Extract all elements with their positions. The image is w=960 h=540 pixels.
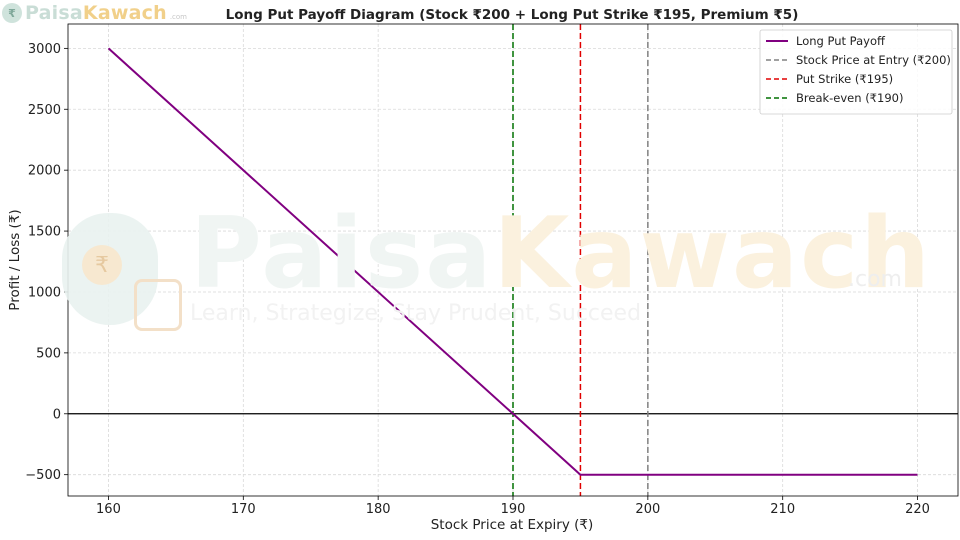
legend-label: Break-even (₹190)	[796, 91, 903, 105]
y-tick-label: −500	[25, 468, 61, 483]
legend-label: Long Put Payoff	[796, 34, 886, 48]
y-tick-label: 500	[36, 346, 61, 361]
logo-domain: .com	[169, 13, 187, 21]
y-tick-label: 2500	[28, 103, 61, 118]
y-tick-label: 2000	[28, 164, 61, 179]
y-tick-label: 3000	[28, 42, 61, 57]
legend-label: Put Strike (₹195)	[796, 72, 893, 86]
y-tick-label: 1500	[28, 225, 61, 240]
logo-wordmark: PaisaKawach	[25, 2, 167, 24]
x-axis-label: Stock Price at Expiry (₹)	[431, 517, 594, 533]
shield-icon: ₹	[2, 3, 22, 23]
y-tick-label: 1000	[28, 285, 61, 300]
x-tick-label: 190	[501, 502, 526, 517]
x-tick-label: 160	[96, 502, 121, 517]
chart-title: Long Put Payoff Diagram (Stock ₹200 + Lo…	[226, 7, 799, 23]
x-tick-label: 170	[231, 502, 256, 517]
y-axis-label: Profit / Loss (₹)	[7, 209, 23, 310]
x-tick-label: 200	[635, 502, 660, 517]
x-tick-label: 210	[770, 502, 795, 517]
x-tick-label: 180	[366, 502, 391, 517]
legend-label: Stock Price at Entry (₹200)	[796, 53, 951, 67]
payoff-line	[107, 47, 918, 476]
brand-logo: ₹ PaisaKawach .com	[2, 2, 187, 24]
y-tick-label: 0	[53, 407, 61, 422]
x-tick-label: 220	[905, 502, 930, 517]
legend-box	[759, 29, 953, 115]
